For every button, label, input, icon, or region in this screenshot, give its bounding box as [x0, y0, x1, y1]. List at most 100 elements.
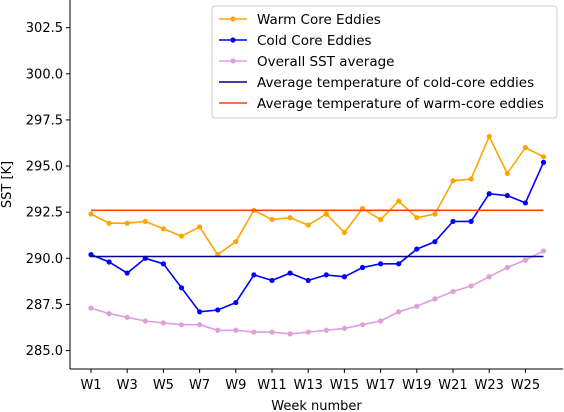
data-point: [504, 192, 510, 199]
x-tick-label: W11: [257, 378, 286, 393]
data-point: [106, 259, 112, 265]
data-point: [160, 261, 166, 267]
legend-marker: [230, 58, 236, 64]
data-point: [323, 327, 329, 333]
data-point: [251, 329, 257, 335]
series-1: [88, 159, 547, 315]
legend-label: Warm Core Eddies: [257, 12, 381, 28]
x-tick-label: W25: [511, 378, 540, 393]
data-point: [160, 226, 166, 232]
data-point: [486, 191, 492, 197]
y-tick-label: 292.5: [26, 206, 63, 221]
series-line: [90, 162, 545, 313]
series-2: [88, 248, 547, 337]
data-point: [124, 314, 130, 320]
data-point: [305, 222, 311, 228]
data-point: [215, 327, 221, 333]
data-point: [142, 218, 148, 224]
data-point: [378, 261, 384, 267]
y-tick-label: 300.0: [26, 67, 63, 82]
data-point: [233, 299, 239, 306]
data-point: [178, 322, 185, 328]
axes: [69, 0, 563, 370]
legend-label: Average temperature of cold-core eddies: [257, 75, 534, 91]
data-point: [468, 218, 474, 224]
data-point: [396, 309, 402, 315]
legend-frame: [211, 5, 558, 119]
data-point: [106, 311, 112, 317]
x-tick-label: W7: [189, 378, 210, 393]
x-tick-label: W13: [293, 378, 322, 393]
data-point: [540, 154, 547, 160]
legend: Warm Core Eddies Cold Core Eddies Overall …: [211, 5, 558, 119]
data-point: [450, 178, 456, 184]
legend-label: Overall SST average: [257, 54, 394, 70]
y-tick-label: 290.0: [26, 252, 63, 267]
data-point: [378, 318, 384, 324]
x-tick-label: W9: [225, 378, 246, 393]
legend-marker: [230, 37, 236, 43]
data-point: [522, 145, 529, 151]
data-point: [197, 224, 203, 230]
data-point: [178, 285, 185, 291]
data-point: [378, 216, 384, 223]
data-point: [522, 257, 529, 263]
data-point: [197, 309, 203, 315]
legend-label: Cold Core Eddies: [257, 33, 372, 49]
data-point: [540, 248, 547, 254]
data-point: [233, 239, 239, 245]
y-tick-label: 285.0: [26, 344, 63, 359]
data-point: [197, 322, 203, 328]
y-tick-label: 297.5: [26, 113, 63, 128]
data-point: [305, 277, 311, 284]
data-point: [432, 211, 438, 217]
data-point: [287, 331, 293, 337]
data-point: [88, 211, 94, 217]
x-tick-label: W3: [117, 378, 138, 393]
data-point: [88, 305, 94, 311]
data-point: [468, 283, 474, 289]
x-axis-label: Week number: [271, 399, 362, 412]
data-point: [305, 329, 311, 335]
y-tick-label: 295.0: [26, 160, 63, 175]
data-point: [323, 272, 329, 278]
data-point: [522, 200, 529, 206]
data-point: [106, 220, 112, 226]
data-point: [269, 216, 275, 223]
data-point: [233, 327, 239, 333]
data-point: [341, 325, 347, 332]
series-line: [90, 250, 544, 335]
x-tick-label: W21: [438, 378, 467, 393]
data-point: [396, 198, 402, 204]
data-point: [504, 170, 510, 177]
data-point: [432, 296, 438, 302]
legend-marker: [230, 16, 236, 22]
y-tick-label: 302.5: [26, 21, 63, 36]
x-tick-label: W5: [153, 378, 174, 393]
data-point: [450, 288, 456, 295]
x-tick-label: W17: [366, 378, 395, 393]
series-0: [88, 133, 547, 258]
series-line: [90, 134, 544, 256]
data-point: [359, 264, 366, 271]
x-tick-label: W19: [402, 378, 431, 393]
data-point: [414, 246, 420, 252]
data-point: [540, 159, 547, 165]
data-point: [287, 215, 293, 221]
data-point: [504, 264, 510, 271]
data-point: [341, 229, 347, 236]
data-point: [450, 218, 456, 224]
data-point: [486, 133, 492, 140]
y-axis-label: SST [K]: [0, 161, 15, 208]
data-point: [124, 220, 130, 226]
x-tick-label: W1: [80, 378, 101, 393]
x-tick-label: W23: [474, 378, 503, 393]
data-point: [215, 307, 221, 313]
data-point: [160, 320, 166, 326]
legend-label: Average temperature of warm-core eddies: [257, 96, 544, 112]
data-point: [269, 329, 275, 335]
data-point: [414, 215, 420, 221]
data-point: [269, 277, 275, 284]
data-point: [486, 274, 492, 280]
